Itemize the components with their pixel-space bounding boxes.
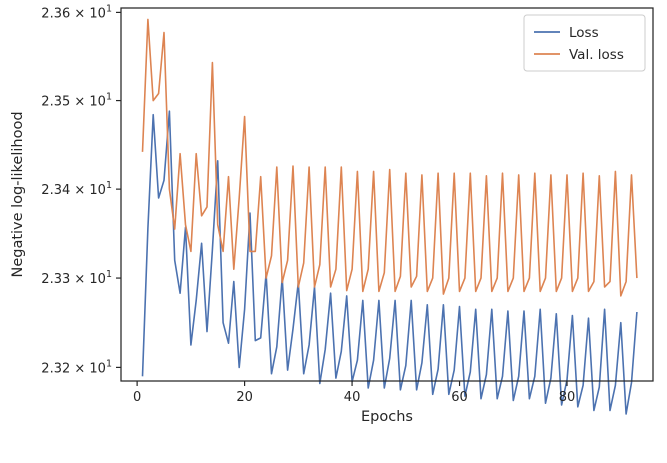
x-tick-label: 20 — [236, 390, 253, 405]
x-tick-label: 60 — [451, 390, 468, 405]
y-tick-label: 2.33 × 101 — [41, 269, 112, 287]
series-lines — [141, 18, 638, 415]
series-line-loss — [141, 110, 638, 415]
legend-box — [523, 14, 646, 72]
y-tick-label: 2.34 × 101 — [41, 180, 112, 198]
legend-label: Loss — [569, 25, 599, 41]
y-axis-ticks: 2.32 × 101 2.33 × 101 2.34 × 101 2.35 × 101… — [41, 3, 121, 376]
y-tick-label: 2.35 × 101 — [41, 92, 112, 110]
x-tick-label: 80 — [559, 390, 576, 405]
x-axis-ticks: 0 20 40 60 80 — [133, 381, 575, 405]
y-axis-label: Negative log-likelihood — [10, 111, 26, 277]
y-tick-label: 2.32 × 101 — [41, 358, 112, 376]
x-tick-label: 40 — [344, 390, 361, 405]
series-line-val-loss — [141, 18, 638, 297]
y-tick-label: 2.36 × 101 — [41, 3, 112, 21]
legend-label: Val. loss — [569, 47, 624, 63]
x-axis-label: Epochs — [361, 409, 413, 425]
x-tick-label: 0 — [133, 390, 141, 405]
legend: Loss Val. loss — [523, 14, 646, 72]
plot-frame — [120, 7, 654, 382]
